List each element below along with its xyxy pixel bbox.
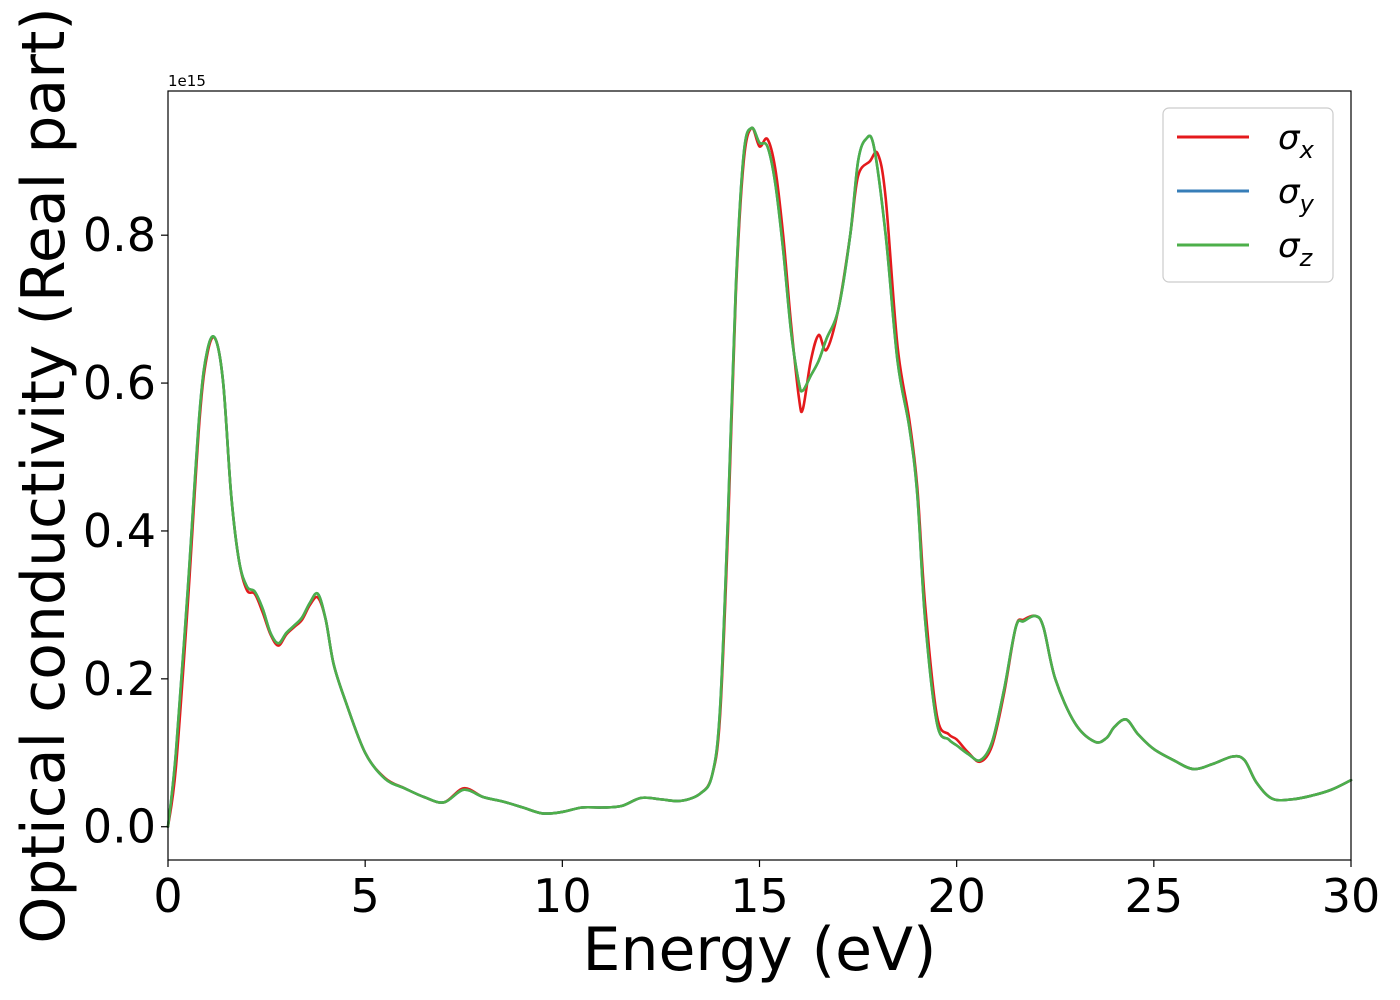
x-tick-label: 15 xyxy=(730,869,789,923)
y-tick-label: 0.8 xyxy=(83,208,156,262)
x-axis-label: Energy (eV) xyxy=(583,915,937,985)
legend-label-x: σx xyxy=(1278,118,1315,164)
y-tick-label: 0.0 xyxy=(83,800,156,854)
y-tick-label: 0.6 xyxy=(83,356,156,410)
legend: σx σy σz xyxy=(1162,107,1334,283)
series-layer xyxy=(166,126,1353,829)
x-tick-label: 5 xyxy=(351,869,380,923)
series-line-z xyxy=(166,126,1353,829)
x-tick-label: 0 xyxy=(153,869,182,923)
y-axis-ticks: 0.0 0.2 0.4 0.6 0.8 xyxy=(83,208,168,854)
legend-label-y: σy xyxy=(1278,172,1315,218)
x-tick-label: 10 xyxy=(533,869,592,923)
x-tick-label: 25 xyxy=(1125,869,1184,923)
y-offset-label: 1e15 xyxy=(168,72,206,90)
y-tick-label: 0.4 xyxy=(83,504,156,558)
x-tick-label: 30 xyxy=(1322,869,1381,923)
y-tick-label: 0.2 xyxy=(83,652,156,706)
y-axis-label: Optical conductivity (Real part) xyxy=(9,7,79,944)
x-tick-label: 20 xyxy=(927,869,986,923)
legend-label-z: σz xyxy=(1278,226,1314,272)
legend-box xyxy=(1162,107,1334,283)
x-axis-ticks: 0 5 10 15 20 25 30 xyxy=(153,860,1380,923)
